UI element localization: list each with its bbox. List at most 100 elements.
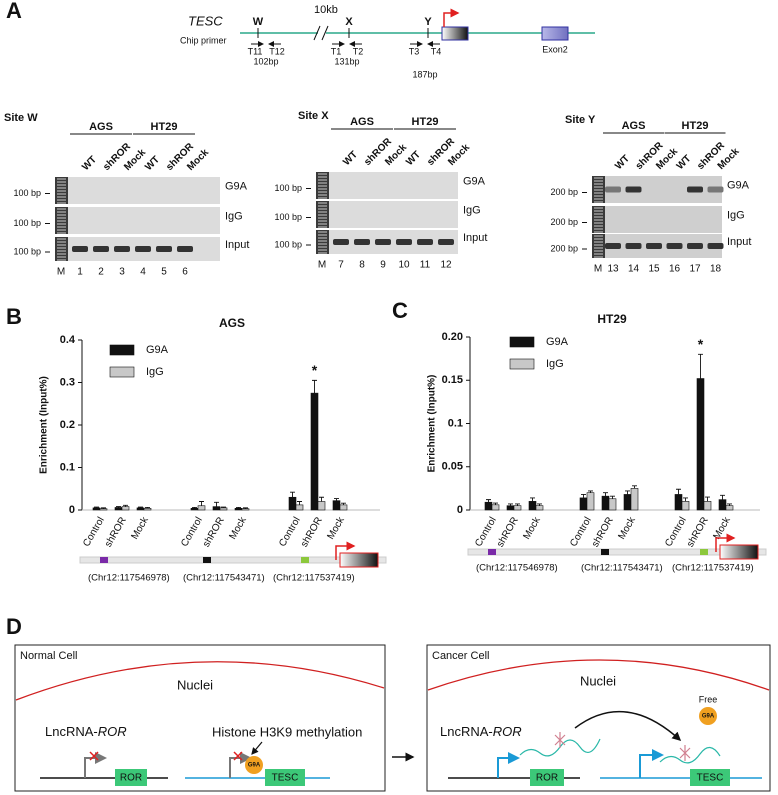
- error-bar: [603, 492, 608, 497]
- site-label: Site W: [4, 112, 38, 124]
- cell-line: AGS: [89, 121, 113, 133]
- tss-arrow: [715, 533, 736, 552]
- error-bar: [508, 503, 513, 506]
- methylation-label: Histone H3K9 methylation: [212, 724, 362, 739]
- panel-label: B: [6, 304, 22, 329]
- lane-number: 13: [607, 264, 619, 275]
- rna-structure: [554, 732, 566, 748]
- size-marker: 100 bp: [274, 239, 302, 249]
- bar: [332, 500, 341, 511]
- bar: [586, 492, 595, 511]
- error-bar: [705, 496, 710, 502]
- chart-title: HT29: [597, 312, 627, 326]
- gene-box-label: TESC: [272, 773, 299, 784]
- cell-title: Normal Cell: [20, 650, 77, 662]
- bar: [718, 499, 727, 511]
- error-bar: [101, 507, 106, 509]
- bar: [506, 505, 515, 511]
- bar: [696, 378, 705, 511]
- gel-band: [177, 246, 193, 252]
- lane-number: 14: [628, 264, 640, 275]
- y-axis-label: Enrichment (Input%): [39, 376, 50, 474]
- lane-label: WT: [613, 153, 632, 172]
- nuclei-label: Nuclei: [580, 673, 616, 688]
- x-tick-label: Mock: [227, 514, 249, 541]
- y-tick-label: 0.4: [60, 334, 76, 346]
- y-tick-label: 0.20: [442, 331, 463, 343]
- row-label: IgG: [463, 204, 481, 216]
- gel-band: [646, 243, 662, 249]
- g9a-label: G9A: [702, 714, 715, 720]
- bar: [136, 507, 145, 511]
- exon1: [441, 26, 469, 41]
- gel-band: [605, 186, 621, 193]
- y-tick-label: 0: [69, 504, 75, 516]
- track-label: (Chr12:117543471): [581, 563, 663, 574]
- gap-label: 10kb: [314, 4, 338, 16]
- free-label: Free: [699, 694, 718, 704]
- y-tick-label: 0.3: [60, 376, 75, 388]
- exon-box: [339, 552, 379, 568]
- primer-label: T12: [269, 46, 285, 56]
- lane-number: 1: [77, 267, 83, 278]
- error-bar: [530, 497, 535, 502]
- cell-line: HT29: [151, 121, 178, 133]
- row-label: Input: [727, 236, 751, 248]
- annotation: *: [312, 362, 318, 378]
- bar: [317, 501, 326, 511]
- x-tick-label: shROR: [103, 515, 129, 549]
- error-bar: [676, 488, 681, 495]
- chart-title: AGS: [219, 316, 245, 330]
- cell-box: [14, 644, 386, 792]
- error-bar: [94, 506, 99, 508]
- panel-label: D: [6, 614, 22, 639]
- gel-row: [316, 201, 458, 228]
- site-name: W: [253, 16, 264, 28]
- nucleus-membrane: [15, 661, 385, 701]
- y-tick-label: 0.05: [442, 461, 463, 473]
- gel-band: [625, 186, 642, 193]
- lane-number: 2: [98, 267, 104, 278]
- ladder-label: M: [594, 264, 602, 275]
- error-bar: [123, 504, 128, 507]
- lane-label: WT: [143, 154, 162, 173]
- g9a-protein: [245, 756, 263, 774]
- primer-label: T1: [331, 46, 342, 56]
- bar: [674, 494, 683, 511]
- error-bar: [581, 493, 586, 498]
- row-label: Input: [463, 232, 487, 244]
- bar: [121, 506, 130, 511]
- annotation: *: [698, 336, 704, 352]
- track-label: (Chr12:117546978): [476, 563, 558, 574]
- error-bar: [138, 506, 143, 508]
- error-bar: [236, 507, 241, 509]
- lane-label: WT: [80, 154, 99, 173]
- ladder: [592, 234, 605, 258]
- error-bar: [683, 497, 688, 502]
- track-label: (Chr12:117543471): [183, 573, 265, 584]
- y-axis-label: Enrichment (Input%): [427, 375, 438, 473]
- gel-band: [707, 243, 724, 249]
- legend-swatch: [109, 366, 135, 378]
- lane-number: 15: [648, 264, 660, 275]
- lane-label: WT: [404, 149, 423, 168]
- gel-band: [135, 246, 151, 252]
- promoter-arrow: [639, 749, 664, 778]
- legend-label: IgG: [546, 358, 564, 370]
- x-tick-label: Mock: [325, 514, 347, 541]
- binding-arrow: [574, 710, 682, 742]
- gel-band: [156, 246, 172, 252]
- bar: [219, 507, 228, 511]
- gel-band: [417, 239, 433, 245]
- panel-label: C: [392, 298, 408, 323]
- legend-swatch: [509, 358, 535, 370]
- error-bar: [537, 503, 542, 506]
- ladder: [316, 230, 329, 254]
- x-tick-label: shROR: [495, 515, 521, 549]
- primer-label: T3: [409, 46, 420, 56]
- track: [467, 548, 767, 556]
- block-mark: [233, 751, 243, 761]
- gel-row: [316, 172, 458, 199]
- lane-number: 6: [182, 267, 188, 278]
